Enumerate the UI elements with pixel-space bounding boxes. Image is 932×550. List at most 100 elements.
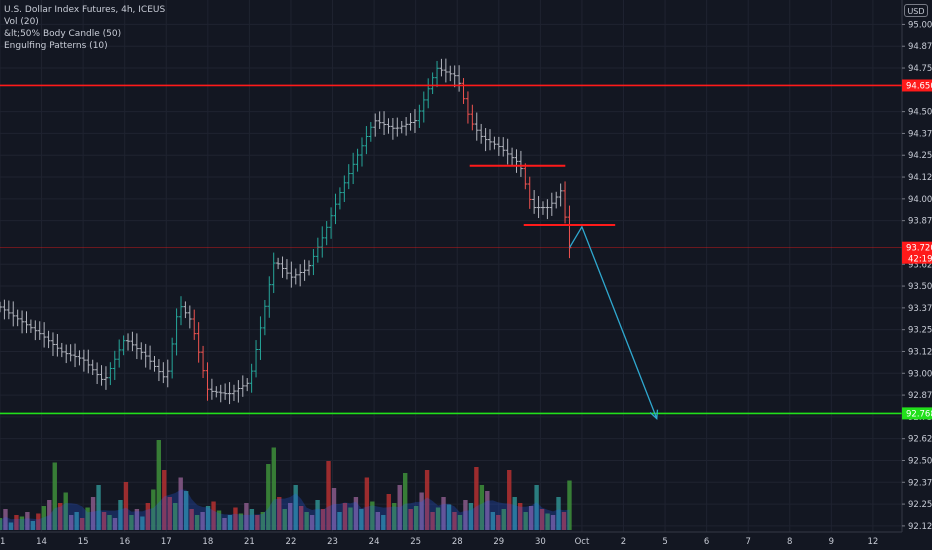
volume-bar	[419, 492, 424, 530]
volume-bar	[107, 515, 112, 530]
volume-bar	[479, 485, 485, 530]
x-tick-label: 21	[244, 537, 255, 547]
y-tick-label: 94.500	[908, 108, 932, 118]
volume-bars	[0, 440, 572, 530]
x-tick-label: 12	[867, 537, 878, 547]
volume-bar	[85, 507, 90, 530]
volume-bar	[337, 512, 342, 530]
indicator-volume[interactable]: Vol (20)	[4, 17, 39, 27]
volume-bar	[424, 470, 430, 530]
volume-bar	[123, 482, 129, 530]
y-tick-label: 94.750	[908, 64, 932, 74]
x-tick-label: 30	[535, 537, 546, 547]
volume-bar	[271, 447, 276, 530]
volume-bar	[309, 515, 315, 530]
volume-bar	[315, 500, 320, 530]
indicator-body-candle[interactable]: &lt;50% Body Candle (50)	[4, 29, 122, 39]
volume-bar	[277, 497, 282, 530]
y-tick-label: 94.125	[908, 173, 932, 183]
symbol-title[interactable]: U.S. Dollar Index Futures, 4h, ICEUS	[4, 5, 166, 15]
volume-bar	[293, 485, 298, 530]
y-axis-panel	[902, 0, 932, 550]
volume-bar	[474, 467, 479, 530]
y-tick-label: 94.875	[908, 42, 932, 52]
x-tick-label: 29	[493, 537, 504, 547]
last-price-price-label: 93.720	[906, 244, 932, 254]
x-axis[interactable]: 1114151617182122232425282930Oct25678912	[0, 531, 902, 547]
volume-bar	[408, 509, 413, 530]
volume-bar	[222, 518, 227, 530]
volume-bar	[74, 512, 79, 530]
volume-bar	[348, 507, 353, 530]
volume-bar	[19, 516, 25, 530]
y-tick-label: 93.625	[908, 260, 932, 270]
volume-bar	[556, 497, 561, 530]
volume-bar	[112, 518, 118, 530]
volume-bar	[145, 503, 151, 530]
volume-bar	[353, 497, 359, 530]
volume-bar	[205, 506, 211, 530]
horizontal-lines	[0, 84, 902, 415]
volume-bar	[25, 512, 30, 530]
volume-bar	[523, 512, 528, 530]
volume-bar	[403, 473, 408, 530]
x-tick-label: 18	[202, 537, 213, 547]
volume-bar	[452, 512, 457, 530]
volume-bar	[359, 509, 364, 530]
volume-bar	[3, 509, 8, 530]
volume-bar	[178, 477, 183, 530]
x-tick-label: 2	[621, 537, 626, 547]
y-tick-label: 93.250	[908, 326, 932, 336]
volume-bar	[14, 515, 19, 530]
x-tick-label: 14	[36, 537, 47, 547]
volume-bar	[200, 512, 205, 530]
volume-bar	[260, 512, 266, 530]
x-tick-label: 24	[369, 537, 380, 547]
y-tick-label: 93.375	[908, 304, 932, 314]
x-tick-label: 22	[286, 537, 297, 547]
volume-bar	[331, 488, 337, 530]
volume-bar	[68, 515, 74, 530]
x-tick-label: 25	[410, 537, 421, 547]
volume-bar	[129, 515, 134, 530]
volume-bar	[561, 512, 567, 530]
indicator-engulfing[interactable]: Engulfing Patterns (10)	[4, 41, 108, 51]
y-tick-label: 92.875	[908, 391, 932, 401]
volume-bar	[118, 500, 123, 530]
volume-bar	[151, 489, 156, 530]
x-tick-label: 16	[119, 537, 130, 547]
volume-bar	[539, 509, 545, 530]
currency-badge[interactable]: USD	[904, 4, 928, 17]
volume-bar	[550, 515, 556, 530]
x-tick-label: 23	[327, 537, 338, 547]
volume-bar	[501, 509, 506, 530]
support-price-tag	[902, 407, 932, 420]
volume-bar	[463, 500, 468, 530]
x-tick-label: 11	[0, 537, 5, 547]
x-tick-label: Oct	[575, 537, 590, 547]
projection-arrow-head	[649, 409, 659, 421]
x-tick-label: 17	[161, 537, 172, 547]
x-tick-label: 28	[452, 537, 463, 547]
volume-bar	[47, 500, 52, 530]
x-tick-label: 5	[662, 537, 667, 547]
volume-bar	[96, 485, 101, 530]
drawings	[469, 164, 659, 421]
volume-bar	[496, 515, 501, 530]
volume-bar	[52, 462, 57, 530]
volume-bar	[30, 521, 36, 530]
volume-bar	[534, 485, 539, 530]
x-tick-label: 7	[745, 537, 750, 547]
volume-bar	[342, 503, 348, 530]
countdown-label: 42:19	[908, 255, 932, 265]
volume-bar	[36, 513, 41, 530]
y-tick-label: 94.375	[908, 129, 932, 139]
grid	[0, 0, 902, 532]
volume-bar	[156, 440, 161, 530]
volume-bar	[233, 507, 238, 530]
volume-bar	[528, 506, 534, 530]
y-axis[interactable]: 95.000 94.875 94.750 94.500 94.375 94.250 94.1…	[901, 0, 932, 550]
y-tick-label: 93.125	[908, 347, 932, 357]
